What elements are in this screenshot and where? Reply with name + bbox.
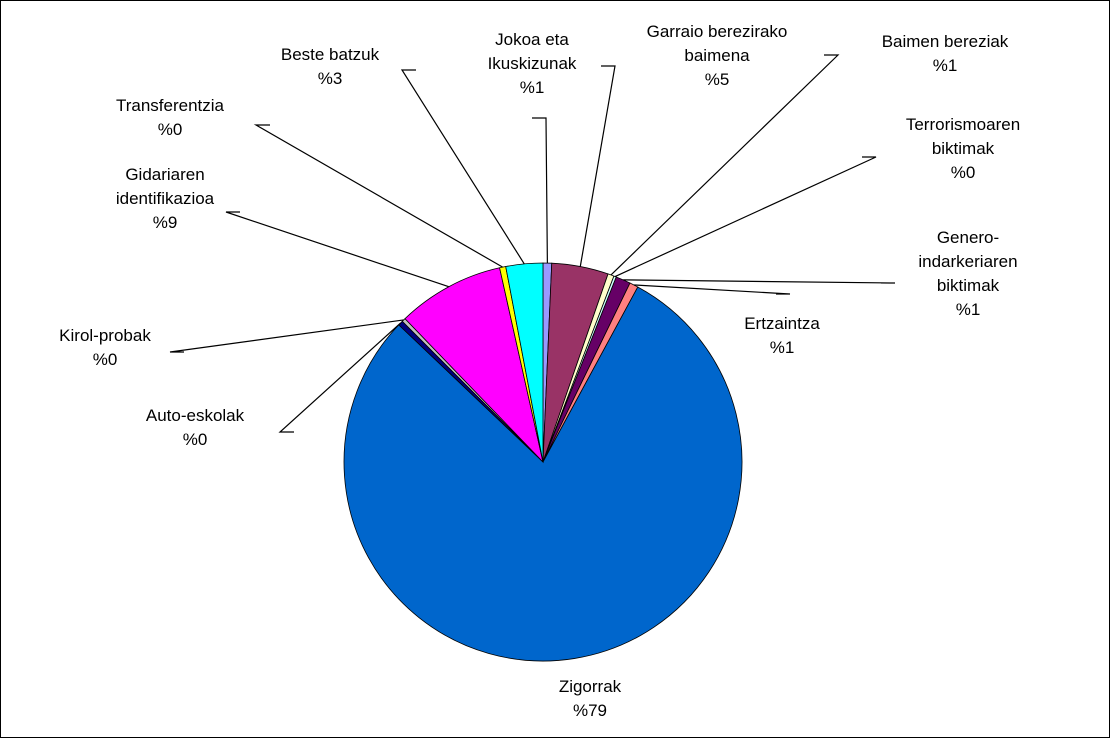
slice-label: Baimen bereziak %1 (845, 30, 1045, 78)
value-label: %0 (92, 350, 118, 369)
value-label: %9 (152, 213, 178, 232)
category-label: Transferentzia (115, 96, 225, 115)
slice-label: Genero-indarkeriaren biktimak %1 (908, 226, 1028, 322)
category-label: Baimen bereziak (881, 32, 1009, 51)
leader-line (400, 69, 525, 265)
leader-line (225, 211, 449, 288)
pie-slice (404, 267, 544, 464)
category-label: Terrorismoaren biktimak (905, 115, 1021, 158)
leader-line (614, 156, 877, 278)
slice-label: Gidariaren identifikazioa %9 (85, 163, 245, 235)
value-label: %0 (182, 430, 208, 449)
slice-label: Transferentzia %0 (90, 94, 250, 142)
slice-label: Kirol-probak %0 (35, 324, 175, 372)
category-label: Auto-eskolak (145, 406, 245, 425)
leader-line (623, 279, 896, 284)
leader-line (169, 319, 404, 353)
pie-slice (505, 262, 544, 463)
category-label: Garraio berezirako baimena (646, 22, 788, 65)
leader-line (579, 65, 616, 267)
value-label: %1 (955, 300, 981, 319)
category-label: Ertzaintza (744, 314, 820, 333)
value-label: %3 (317, 69, 343, 88)
pie-slice (343, 286, 743, 662)
leader-line (253, 124, 503, 268)
category-label: Beste batzuk (280, 45, 380, 64)
slice-label: Beste batzuk %3 (260, 43, 400, 91)
category-label: Gidariaren identifikazioa (115, 165, 215, 208)
slice-label: Terrorismoaren biktimak %0 (873, 113, 1053, 185)
leader-line (633, 284, 791, 295)
category-label: Genero-indarkeriaren biktimak (918, 228, 1018, 295)
leader-line (532, 117, 548, 264)
category-label: Jokoa eta Ikuskizunak (487, 30, 577, 73)
slice-label: Auto-eskolak %0 (115, 404, 275, 452)
slice-label: Jokoa eta Ikuskizunak %1 (477, 28, 587, 100)
value-label: %1 (519, 78, 545, 97)
leader-line (278, 322, 401, 433)
value-label: %0 (950, 163, 976, 182)
category-label: Zigorrak (558, 677, 622, 696)
value-label: %79 (572, 701, 608, 720)
value-label: %5 (704, 70, 730, 89)
leader-line (610, 54, 840, 276)
category-label: Kirol-probak (59, 326, 151, 345)
value-label: %0 (157, 120, 183, 139)
value-label: %1 (932, 56, 958, 75)
value-label: %1 (769, 338, 795, 357)
slice-label: Ertzaintza %1 (722, 312, 842, 360)
slice-label: Garraio berezirako baimena %5 (617, 20, 817, 92)
slice-label: Zigorrak %79 (530, 675, 650, 723)
